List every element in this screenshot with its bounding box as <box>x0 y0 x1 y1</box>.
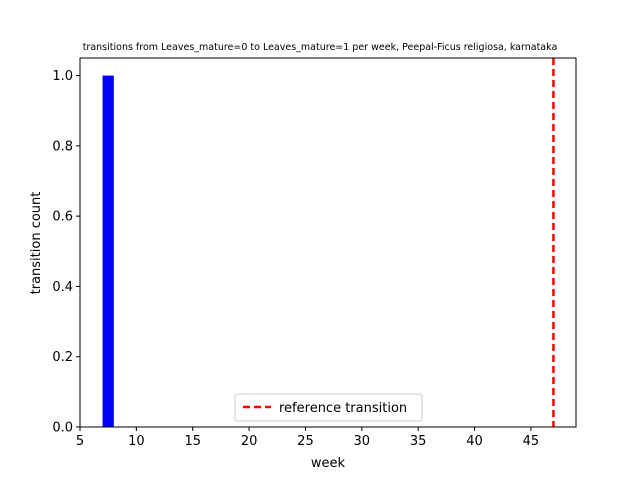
x-tick-label-15: 15 <box>184 434 201 449</box>
legend-label-reference: reference transition <box>279 401 407 416</box>
legend: reference transition <box>234 393 423 422</box>
axes-frame <box>79 57 577 428</box>
x-tick-label-45: 45 <box>523 434 540 449</box>
y-axis-label: transition count <box>29 192 44 295</box>
x-tick-label-35: 35 <box>410 434 427 449</box>
x-tick-label-30: 30 <box>354 434 371 449</box>
x-axis-label: week <box>311 456 346 471</box>
x-tick-label-40: 40 <box>466 434 483 449</box>
x-axis-ticks: 5 10 15 20 25 30 35 40 45 <box>76 427 539 449</box>
y-tick-label-0: 0.0 <box>52 421 73 436</box>
y-tick-label-3: 0.6 <box>52 210 73 225</box>
x-tick-label-5: 5 <box>76 434 84 449</box>
y-tick-label-4: 0.8 <box>52 139 73 154</box>
x-tick-label-20: 20 <box>241 434 258 449</box>
x-tick-label-10: 10 <box>128 434 145 449</box>
y-tick-label-1: 0.2 <box>52 350 73 365</box>
bar-week-7 <box>102 75 114 428</box>
y-tick-label-2: 0.4 <box>52 280 73 295</box>
y-axis-ticks: 0.0 0.2 0.4 0.6 0.8 1.0 <box>52 69 80 436</box>
chart-title: transitions from Leaves_mature=0 to Leav… <box>83 42 558 53</box>
legend-box <box>234 393 423 422</box>
x-tick-label-25: 25 <box>297 434 314 449</box>
plot-area <box>79 57 577 428</box>
y-tick-label-5: 1.0 <box>52 69 73 84</box>
